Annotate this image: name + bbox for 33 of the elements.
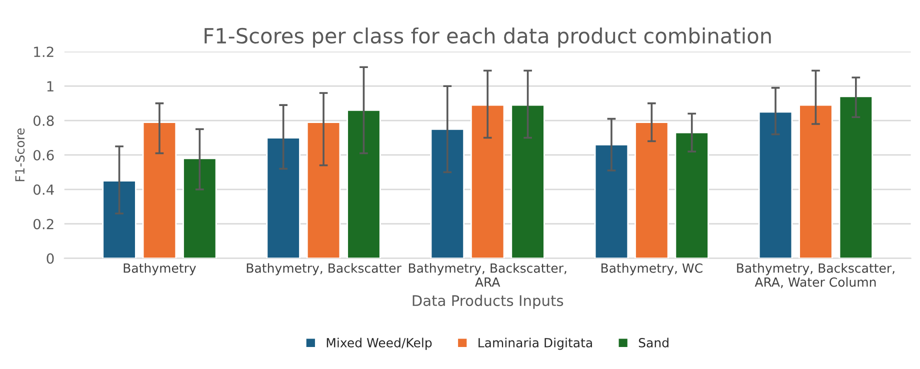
- bar: [430, 128, 465, 258]
- x-tick-label: Bathymetry, Backscatter, ARA, Water Column: [737, 263, 894, 288]
- bar: [838, 96, 874, 258]
- bar: [758, 111, 793, 258]
- legend-label: Laminaria Digitata: [478, 338, 592, 350]
- y-tick-label: 1.2: [34, 46, 54, 57]
- bar: [182, 158, 217, 258]
- x-axis-title: Data Products Inputs: [412, 294, 564, 309]
- bar: [470, 104, 505, 258]
- y-tick-label: 0.8: [34, 116, 54, 126]
- y-tick-label: 1: [47, 81, 54, 92]
- bar: [798, 104, 833, 258]
- bar: [142, 122, 177, 258]
- y-tick-label: 0.6: [34, 150, 54, 160]
- y-tick-label: 0.2: [34, 218, 54, 230]
- y-tick-label: 0.4: [34, 184, 54, 195]
- x-tick-label: Bathymetry, Backscatter, ARA: [408, 263, 566, 287]
- bar: [266, 137, 300, 258]
- x-tick-label: Bathymetry, Backscatter: [246, 263, 402, 276]
- x-tick-label: Bathymetry: [124, 263, 196, 276]
- y-axis-title: F1-Score: [15, 128, 25, 182]
- bar: [634, 122, 669, 258]
- y-tick-label: 0: [46, 253, 54, 264]
- bar: [674, 132, 709, 258]
- bar: [102, 180, 136, 258]
- bar: [510, 104, 545, 258]
- chart-title: F1-Scores per class for each data product combination: [204, 27, 771, 48]
- legend-label: Mixed Weed/Kelp: [326, 338, 432, 350]
- bar: [306, 122, 341, 258]
- x-tick-label: Bathymetry, WC: [601, 263, 702, 276]
- legend-label: Sand: [638, 338, 668, 348]
- bar: [346, 110, 381, 258]
- bar: [594, 144, 629, 258]
